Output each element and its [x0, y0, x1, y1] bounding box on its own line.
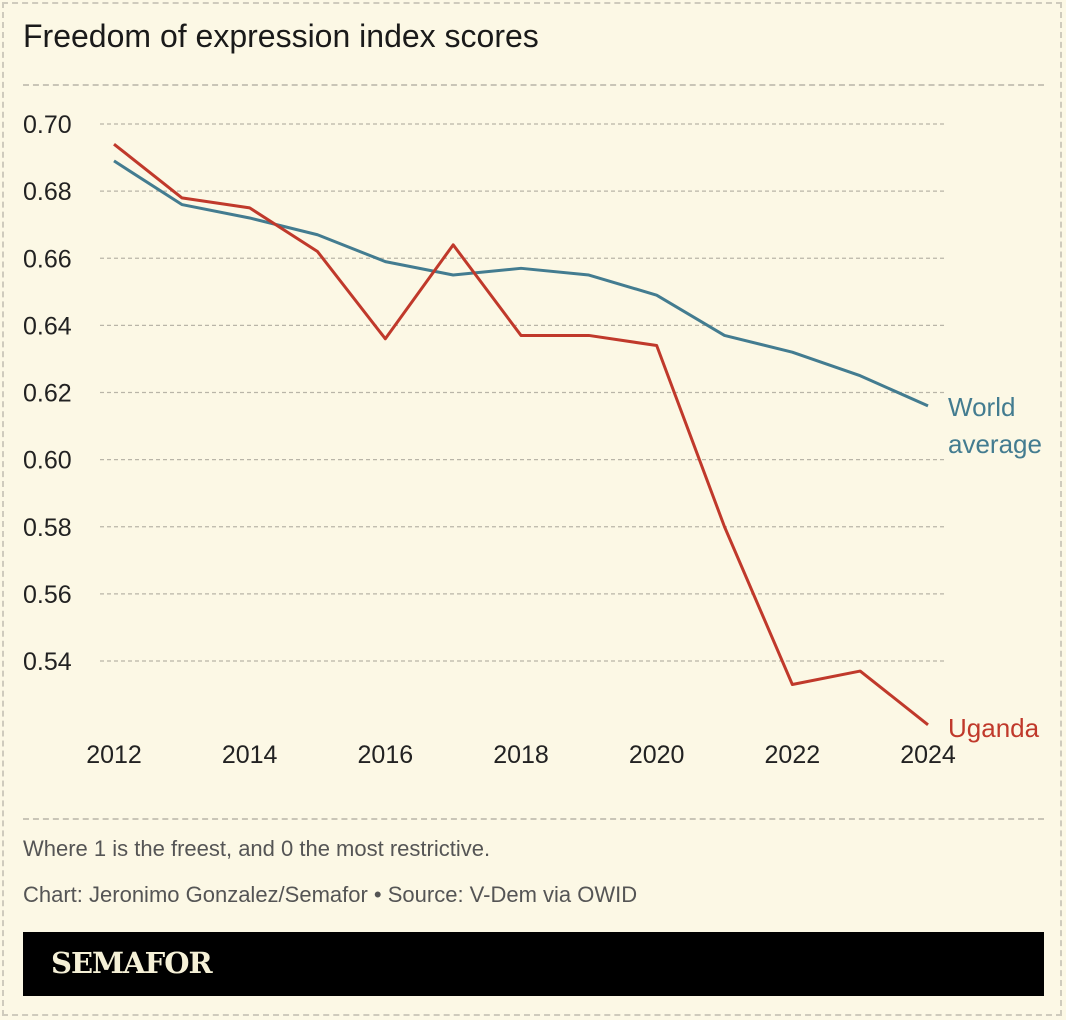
series-line-uganda: [113, 142, 929, 726]
chart-credit: Chart: Jeronimo Gonzalez/Semafor • Sourc…: [23, 882, 638, 907]
series-line-world-average: [113, 159, 929, 408]
x-tick-label: 2014: [222, 741, 278, 769]
x-tick-label: 2018: [493, 741, 549, 769]
title-divider: [23, 84, 1044, 86]
y-tick-label: 0.70: [23, 111, 72, 139]
y-tick-label: 0.56: [23, 581, 72, 609]
semafor-logo: SEMAFOR: [51, 946, 213, 980]
x-tick-label: 2020: [629, 741, 685, 769]
series-label: Uganda: [948, 713, 1040, 743]
series-label: World: [948, 392, 1015, 422]
y-tick-label: 0.64: [23, 312, 72, 340]
footer-divider: [23, 818, 1044, 820]
x-tick-label: 2024: [900, 741, 956, 769]
y-tick-label: 0.54: [23, 648, 72, 676]
x-tick-label: 2022: [765, 741, 821, 769]
y-tick-label: 0.68: [23, 178, 72, 206]
y-tick-label: 0.58: [23, 514, 72, 542]
x-tick-label: 2012: [86, 741, 142, 769]
y-tick-label: 0.60: [23, 447, 72, 475]
brand-bar: SEMAFOR: [23, 932, 1044, 996]
chart-note: Where 1 is the freest, and 0 the most re…: [23, 836, 491, 861]
y-tick-label: 0.62: [23, 380, 72, 408]
y-tick-label: 0.66: [23, 245, 72, 273]
x-tick-label: 2016: [358, 741, 414, 769]
series-label: average: [948, 429, 1042, 459]
line-chart: 0.70 0.68 0.66 0.64 0.62 0.60 0.58 0.56 0.54 2012…: [23, 111, 1042, 769]
chart-title: Freedom of expression index scores: [23, 18, 539, 54]
